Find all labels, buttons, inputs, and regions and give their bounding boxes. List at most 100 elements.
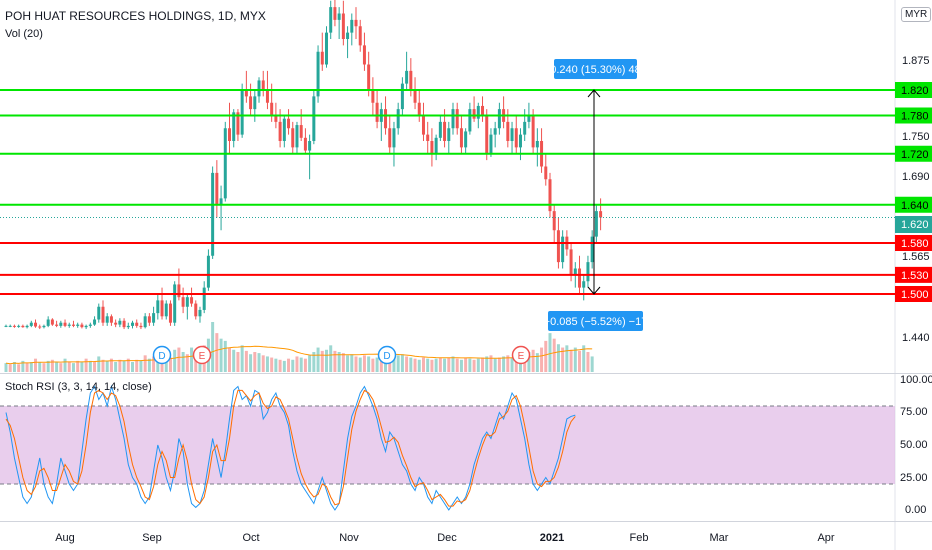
candle-body [206,255,210,288]
candle [42,324,46,329]
candle [481,96,485,122]
candle [350,13,354,46]
candle [388,115,392,154]
volume-bar [527,352,531,372]
candle [518,128,522,161]
volume-bar [228,347,232,372]
earnings-event[interactable]: E [511,345,531,365]
volume-bar [426,358,430,372]
volume-bar [67,362,71,372]
candle-body [240,90,244,135]
level-tag-label: 1.820 [901,85,929,97]
candle [590,230,594,269]
volume-bar [476,358,480,372]
candle-body [160,300,164,317]
candle-body [594,211,598,237]
volume-bar [122,360,126,372]
candle-body [341,13,345,39]
volume-bar [118,359,122,372]
volume-bar [514,356,518,372]
candle-body [312,96,316,141]
volume-bar [371,358,375,372]
volume-bar [405,356,409,372]
candle-body [25,325,29,328]
volume-bar [21,360,25,372]
volume-bar [270,357,274,372]
volume-bar [379,358,383,372]
volume-bar [481,357,485,372]
candle [337,7,341,39]
candle-body [367,64,371,90]
volume-bar [50,359,54,372]
candle-body [253,96,257,110]
volume-bar [215,333,219,372]
volume-bar [93,362,97,372]
volume-bar [337,352,341,372]
dividend-event[interactable]: D [152,345,172,365]
volume-bar [173,349,177,372]
candle [126,322,130,330]
volume-bar [320,350,324,372]
time-tick: Dec [437,532,457,544]
measure-down-box [548,311,643,331]
candle [434,134,438,161]
candle [354,7,358,39]
candle [451,102,455,135]
volume-bar [468,358,472,372]
candle [59,320,63,328]
candle [25,324,29,329]
volume-bar [341,353,345,372]
volume-bar [388,358,392,372]
candle-body [320,51,324,65]
volume-bar [438,357,442,372]
candle-body [531,115,535,148]
candle [131,320,135,329]
candle [244,70,248,103]
level-tag [895,145,932,162]
volume-bar [8,364,12,372]
candle-body [396,109,400,129]
candle [535,128,539,167]
candle-body [556,230,560,263]
candle [586,255,590,288]
dividend-event[interactable]: D [377,345,397,365]
volume-bar [135,359,139,372]
candle-body [109,316,113,323]
candle-body [388,128,392,148]
candle [152,306,156,326]
candle [291,121,295,154]
candle-body [12,325,16,327]
volume-bar [540,347,544,372]
candle-body [506,121,510,141]
candle [21,324,25,328]
candle [405,51,409,90]
level-tag-label: 1.720 [901,149,929,161]
candle-body [232,112,236,141]
candle-body [21,325,25,328]
candle [190,287,194,307]
volume-bar [362,355,366,372]
volume-bar [417,359,421,372]
earnings-event[interactable]: E [192,345,212,365]
volume-bar [76,360,80,372]
measure-arrow-down [587,286,601,295]
measure-up-label: 0.240 (15.30%) 48 [550,64,641,76]
currency-badge[interactable]: MYR [901,7,932,22]
candle [329,0,333,39]
stoch-rsi-d-line [5,389,576,507]
candle [316,45,320,103]
volume-bar [384,359,388,372]
candle [34,319,38,328]
candle [249,83,253,116]
candle [84,324,88,330]
candle-body [421,115,425,135]
candle-body [84,325,88,328]
price-range-measure[interactable]: 0.240 (15.30%) 48 −0.085 (−5.52%) −17 [544,59,648,331]
volume-bar [493,358,497,372]
candle-body [358,26,362,46]
level-tag [895,196,932,213]
candle [236,109,240,141]
volume-bar [168,357,172,372]
level-tag [895,266,932,283]
